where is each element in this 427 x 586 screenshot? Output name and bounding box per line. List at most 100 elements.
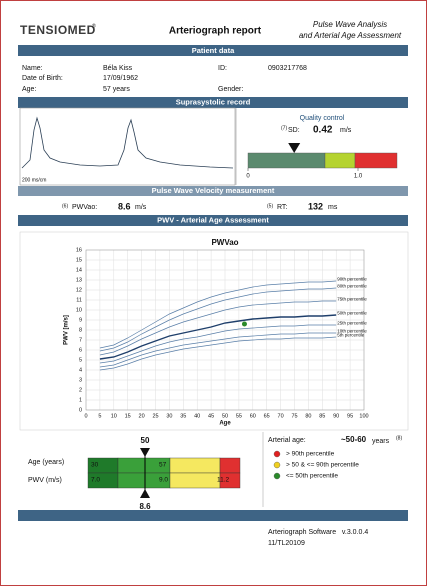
y-tick-label: 4 — [79, 367, 82, 373]
footnote: (8) — [396, 435, 402, 441]
y-tick-label: 9 — [79, 317, 82, 323]
section-title: Patient data — [192, 46, 235, 55]
qc-marker — [288, 143, 301, 153]
footnote: (6) — [62, 203, 68, 209]
x-tick-label: 55 — [236, 413, 242, 419]
qc-tick-label: 1.0 — [354, 174, 363, 180]
x-tick-label: 60 — [250, 413, 256, 419]
y-tick-label: 12 — [76, 287, 82, 293]
y-tick-label: 10 — [76, 307, 82, 313]
y-tick-label: 7 — [79, 337, 82, 343]
y-tick-label: 6 — [79, 347, 82, 353]
qc-zone — [247, 152, 326, 169]
percentile-label: 80th percentile — [337, 284, 367, 289]
qc-zone — [324, 152, 356, 169]
x-axis-label: Age — [219, 421, 231, 427]
x-tick-label: 5 — [98, 413, 101, 419]
percentile-label: 5th percentile — [337, 333, 365, 338]
y-tick-label: 0 — [79, 407, 82, 413]
field-label: Name: — [22, 65, 43, 72]
section-bar — [18, 45, 408, 56]
y-tick-label: 3 — [79, 377, 82, 383]
y-tick-label: 16 — [76, 247, 82, 253]
percentile-label: 75th percentile — [337, 297, 367, 302]
chart-title: PWVao — [211, 238, 238, 247]
y-tick-label: 15 — [76, 257, 82, 263]
percentile-label: 50th percentile — [337, 311, 367, 316]
qc-title: Quality control — [300, 115, 345, 122]
qc-label: SD: — [288, 127, 300, 134]
percentile-line — [99, 300, 337, 356]
measure-value: 8.6 — [118, 201, 131, 211]
pressure-waveform — [21, 116, 234, 169]
row-label: Age (years) — [28, 459, 64, 466]
measure-label: PWVao: — [72, 204, 97, 211]
y-tick-label: 8 — [79, 327, 82, 333]
field-label: Age: — [22, 86, 36, 93]
section-title: Suprasystolic record — [176, 97, 251, 106]
x-tick-label: 40 — [194, 413, 200, 419]
arterial-age: ~50-60 — [341, 435, 367, 444]
footnote: (5) — [267, 203, 273, 209]
x-tick-label: 95 — [347, 413, 353, 419]
y-tick-label: 14 — [76, 267, 82, 273]
legend-dot — [273, 461, 281, 469]
x-tick-label: 90 — [333, 413, 339, 419]
x-tick-label: 80 — [305, 413, 311, 419]
y-tick-label: 1 — [79, 397, 82, 403]
percentile-line — [99, 287, 337, 352]
pwv-zone — [219, 472, 241, 489]
footer-bar — [18, 510, 408, 521]
legend-label: <= 50th percentile — [286, 473, 338, 480]
marker-triangle — [140, 448, 150, 457]
section-bar — [18, 186, 408, 196]
y-tick-label: 13 — [76, 277, 82, 283]
field-label: Gender: — [218, 86, 243, 93]
measure-label: RT: — [277, 204, 287, 211]
y-tick-label: 5 — [79, 357, 82, 363]
section-title: PWV - Arterial Age Assessment — [157, 215, 269, 224]
footer-text: 11/TL20109 — [268, 540, 305, 547]
report-subtitle: Pulse Wave Analysis — [313, 20, 387, 29]
scale-label: 200 ms/cm — [22, 177, 46, 183]
assessment-bars — [87, 448, 241, 498]
scale-value: 7.0 — [91, 477, 100, 484]
qc-value: 0.42 — [313, 125, 333, 136]
field-value: 57 years — [103, 86, 130, 93]
scale-value: 9.0 — [159, 477, 168, 484]
arterial-age-label: Arterial age: — [268, 437, 306, 444]
x-tick-label: 45 — [208, 413, 214, 419]
field-value: 0903217768 — [268, 65, 307, 72]
percentile-line — [99, 280, 337, 349]
legend-label: > 90th percentile — [286, 451, 335, 458]
y-axis-label: PWV [m/s] — [64, 315, 70, 345]
field-value: 17/09/1962 — [103, 75, 138, 82]
marker-label: 8.6 — [139, 502, 151, 511]
report-title: Arteriograph report — [169, 26, 262, 37]
marker-label: 50 — [141, 436, 150, 445]
qc-unit: m/s — [340, 127, 352, 134]
age-zone — [169, 457, 221, 474]
section-title: Pulse Wave Velocity measurement — [152, 186, 275, 195]
footer-text: Arteriograph Software v.3.0.0.4 — [268, 529, 368, 536]
x-tick-label: 75 — [291, 413, 297, 419]
percentile-label: 90th percentile — [337, 277, 367, 282]
x-tick-label: 70 — [278, 413, 284, 419]
x-tick-label: 65 — [264, 413, 270, 419]
x-tick-label: 30 — [166, 413, 172, 419]
chart-frame — [19, 231, 409, 431]
percentile-line — [99, 336, 337, 371]
x-tick-label: 25 — [152, 413, 158, 419]
legend-dot — [273, 472, 281, 480]
arterial-age-unit: years — [372, 438, 390, 445]
x-tick-label: 10 — [111, 413, 117, 419]
measure-unit: m/s — [135, 204, 147, 211]
percentile-line — [99, 324, 337, 364]
logo-mark: ® — [92, 22, 96, 29]
x-tick-label: 15 — [125, 413, 131, 419]
x-tick-label: 85 — [319, 413, 325, 419]
percentile-line — [99, 332, 337, 368]
report-subtitle: and Arterial Age Assessment — [299, 31, 402, 40]
